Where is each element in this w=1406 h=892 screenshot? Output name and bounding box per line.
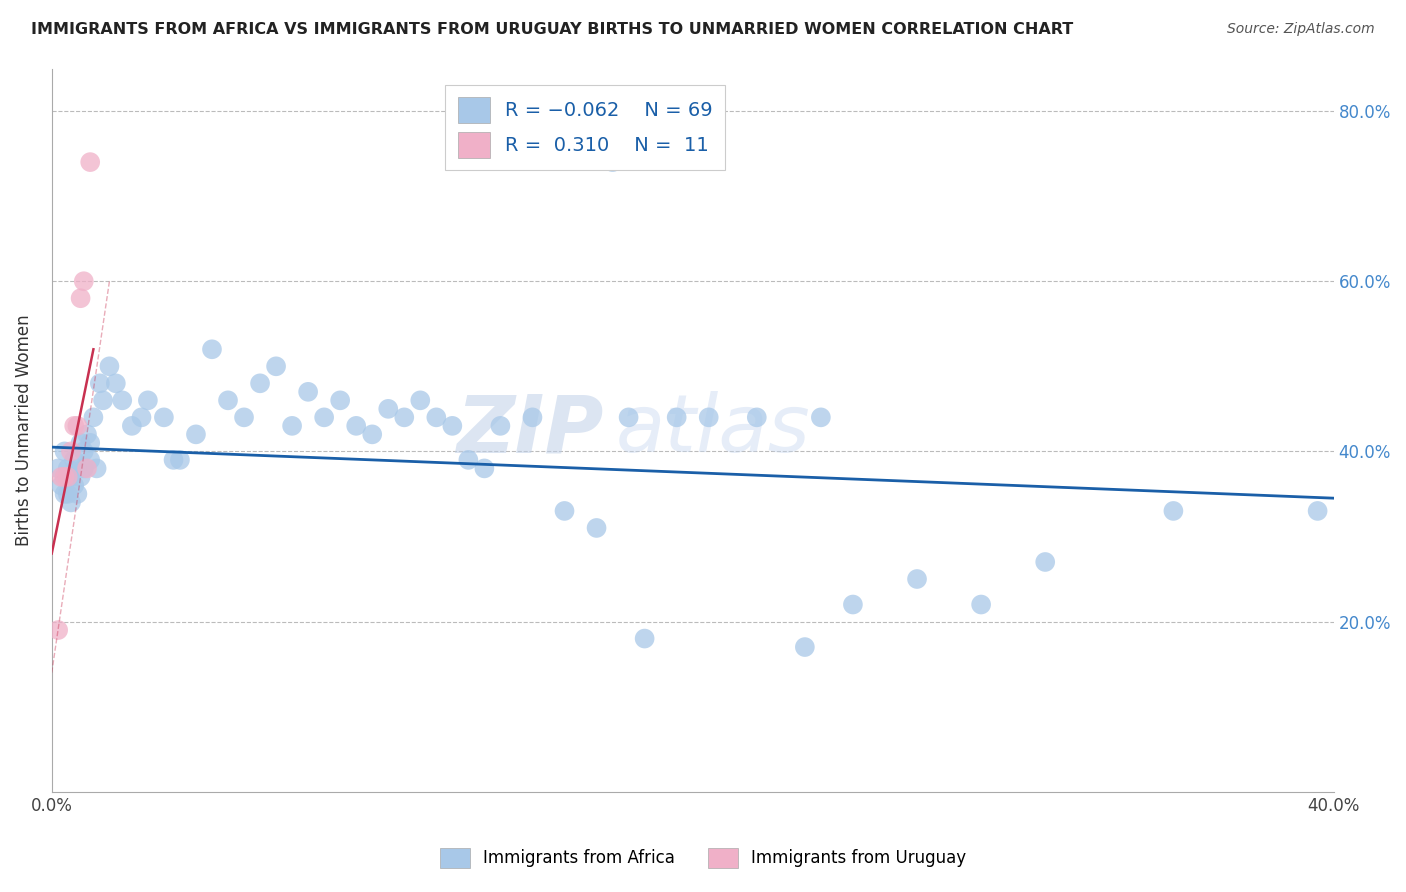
Text: IMMIGRANTS FROM AFRICA VS IMMIGRANTS FROM URUGUAY BIRTHS TO UNMARRIED WOMEN CORR: IMMIGRANTS FROM AFRICA VS IMMIGRANTS FRO… — [31, 22, 1073, 37]
Point — [665, 410, 688, 425]
Point — [53, 487, 76, 501]
Point — [63, 418, 86, 433]
Y-axis label: Births to Unmarried Women: Births to Unmarried Women — [15, 314, 32, 546]
Point — [76, 427, 98, 442]
Point — [98, 359, 121, 374]
Point — [51, 470, 73, 484]
Legend: R = −0.062    N = 69, R =  0.310    N =  11: R = −0.062 N = 69, R = 0.310 N = 11 — [446, 85, 725, 170]
Point — [522, 410, 544, 425]
Point — [474, 461, 496, 475]
Point — [53, 470, 76, 484]
Point — [377, 401, 399, 416]
Point — [425, 410, 447, 425]
Point — [131, 410, 153, 425]
Point — [73, 444, 96, 458]
Point — [553, 504, 575, 518]
Point — [602, 155, 624, 169]
Point — [329, 393, 352, 408]
Point — [905, 572, 928, 586]
Point — [793, 640, 815, 654]
Point — [344, 418, 367, 433]
Point — [76, 461, 98, 475]
Legend: Immigrants from Africa, Immigrants from Uruguay: Immigrants from Africa, Immigrants from … — [433, 841, 973, 875]
Point — [153, 410, 176, 425]
Point — [314, 410, 336, 425]
Point — [53, 444, 76, 458]
Point — [86, 461, 108, 475]
Point — [394, 410, 416, 425]
Point — [56, 487, 79, 501]
Point — [56, 470, 79, 484]
Text: Source: ZipAtlas.com: Source: ZipAtlas.com — [1227, 22, 1375, 37]
Point — [617, 410, 640, 425]
Point — [56, 461, 79, 475]
Point — [91, 393, 114, 408]
Point — [82, 410, 104, 425]
Point — [59, 444, 82, 458]
Point — [69, 291, 91, 305]
Point — [201, 343, 224, 357]
Point — [69, 470, 91, 484]
Point — [59, 495, 82, 509]
Point — [69, 435, 91, 450]
Point — [89, 376, 111, 391]
Point — [79, 155, 101, 169]
Point — [1163, 504, 1185, 518]
Point — [217, 393, 239, 408]
Point — [697, 410, 720, 425]
Point — [63, 478, 86, 492]
Point — [121, 418, 143, 433]
Point — [264, 359, 287, 374]
Point — [79, 435, 101, 450]
Point — [136, 393, 159, 408]
Point — [281, 418, 304, 433]
Point — [59, 470, 82, 484]
Point — [51, 478, 73, 492]
Point — [297, 384, 319, 399]
Point — [184, 427, 207, 442]
Point — [73, 461, 96, 475]
Point — [104, 376, 127, 391]
Point — [810, 410, 832, 425]
Point — [409, 393, 432, 408]
Text: atlas: atlas — [616, 391, 810, 469]
Point — [745, 410, 768, 425]
Point — [66, 418, 89, 433]
Point — [46, 461, 69, 475]
Point — [249, 376, 271, 391]
Point — [842, 598, 865, 612]
Point — [970, 598, 993, 612]
Point — [633, 632, 655, 646]
Point — [79, 453, 101, 467]
Point — [46, 623, 69, 637]
Point — [1033, 555, 1056, 569]
Point — [111, 393, 134, 408]
Point — [457, 453, 479, 467]
Text: ZIP: ZIP — [456, 391, 603, 469]
Point — [162, 453, 184, 467]
Point — [63, 453, 86, 467]
Point — [66, 487, 89, 501]
Point — [233, 410, 256, 425]
Point — [585, 521, 607, 535]
Point — [66, 461, 89, 475]
Point — [169, 453, 191, 467]
Point — [489, 418, 512, 433]
Point — [361, 427, 384, 442]
Point — [73, 274, 96, 288]
Point — [441, 418, 464, 433]
Point — [1306, 504, 1329, 518]
